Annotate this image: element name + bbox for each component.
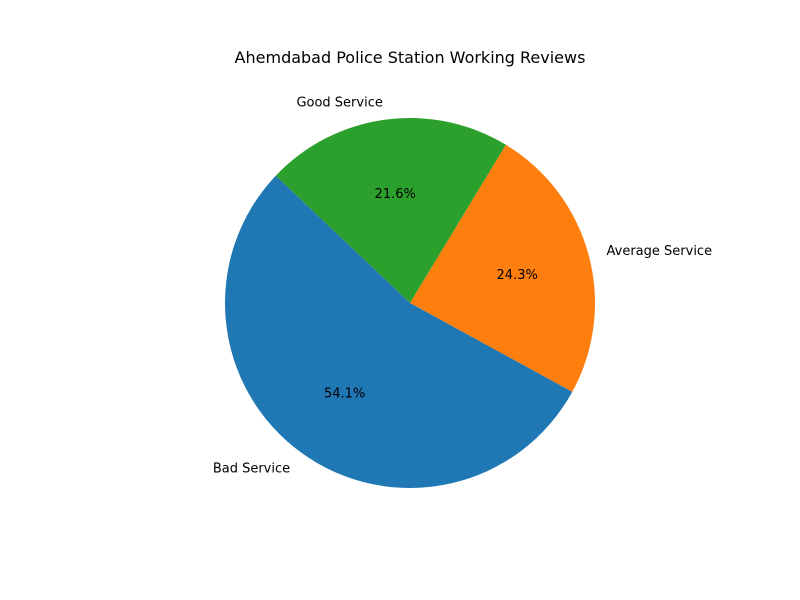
pie-slice-good-service — [275, 117, 506, 304]
slice-percent-average-service: 24.3% — [497, 268, 538, 283]
pie-slice-average-service — [410, 144, 595, 392]
slice-label-bad-service: Bad Service — [213, 461, 290, 476]
pie-slices — [225, 117, 595, 489]
slice-label-good-service: Good Service — [296, 95, 382, 110]
slice-label-average-service: Average Service — [607, 244, 713, 259]
pie-labels: Average Service 24.3% Good Service 21.6% Bad… — [213, 95, 712, 476]
chart-title: Ahemdabad Police Station Working Reviews — [235, 48, 586, 67]
pie-slice-bad-service — [225, 175, 573, 489]
slice-percent-bad-service: 54.1% — [324, 387, 365, 402]
slice-percent-good-service: 21.6% — [375, 187, 416, 202]
